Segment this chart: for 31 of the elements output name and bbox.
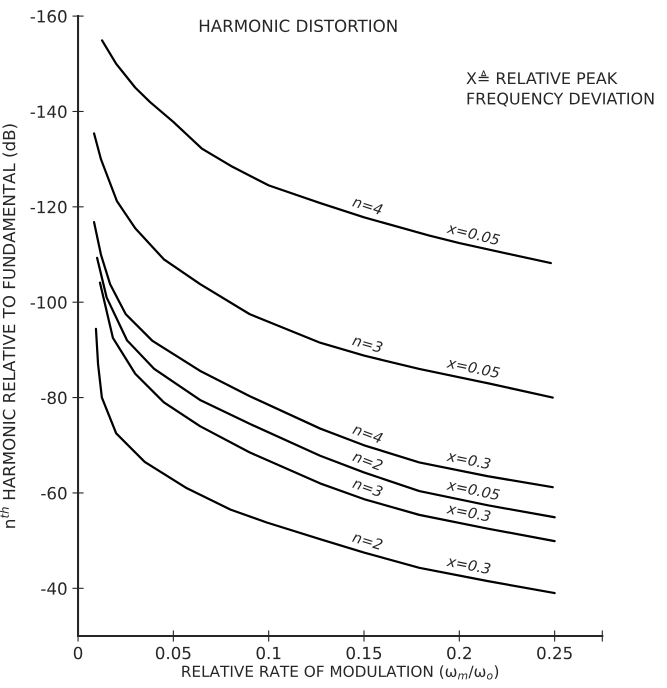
annotation: x=0.3 [446, 502, 491, 522]
y-tick-label: -120 [30, 200, 67, 214]
annotation: n=4 [352, 423, 384, 444]
y-tick-label: -40 [41, 582, 67, 595]
x-tick-label: 0.25 [537, 646, 572, 660]
y-tick-label: -140 [30, 105, 67, 118]
annotation: x=0.05 [446, 356, 500, 378]
x-tick-label: 0 [74, 646, 82, 660]
annotation: n=4 [352, 196, 384, 215]
y-tick-label: -60 [41, 486, 67, 500]
x-tick-label: 0.2 [447, 646, 471, 660]
y-tick-label: -80 [41, 392, 67, 404]
line-series [94, 328, 556, 594]
annotation: x=0.3 [446, 450, 491, 470]
x-axis-title: RELATIVE RATE OF MODULATION (ω$_{m}$/ω$_{o}$) [182, 665, 498, 680]
annotation: n=2 [352, 531, 384, 550]
annotation: x=0.05 [446, 222, 500, 246]
y-axis-title: n$^{th}$ HARMONIC RELATIVE TO FUNDAMENTAL (dB) [0, 124, 18, 528]
line-series [92, 132, 554, 399]
y-tick-label: -100 [30, 296, 67, 309]
annotation: X≜ RELATIVE PEAK FREQUENCY DEVIATION [466, 70, 654, 106]
x-tick-label: 0.05 [156, 646, 190, 660]
x-tick-label: 0.1 [256, 646, 280, 660]
annotation: x=0.05 [446, 478, 500, 500]
y-tick-label: -160 [30, 10, 67, 23]
x-tick-label: 0.15 [346, 646, 382, 660]
annotation: n=2 [352, 450, 384, 471]
annotation: n=3 [352, 334, 384, 353]
annotation: n=3 [352, 477, 384, 498]
annotation: x=0.3 [446, 555, 491, 574]
chart-title: HARMONIC DISTORTION [200, 19, 397, 32]
